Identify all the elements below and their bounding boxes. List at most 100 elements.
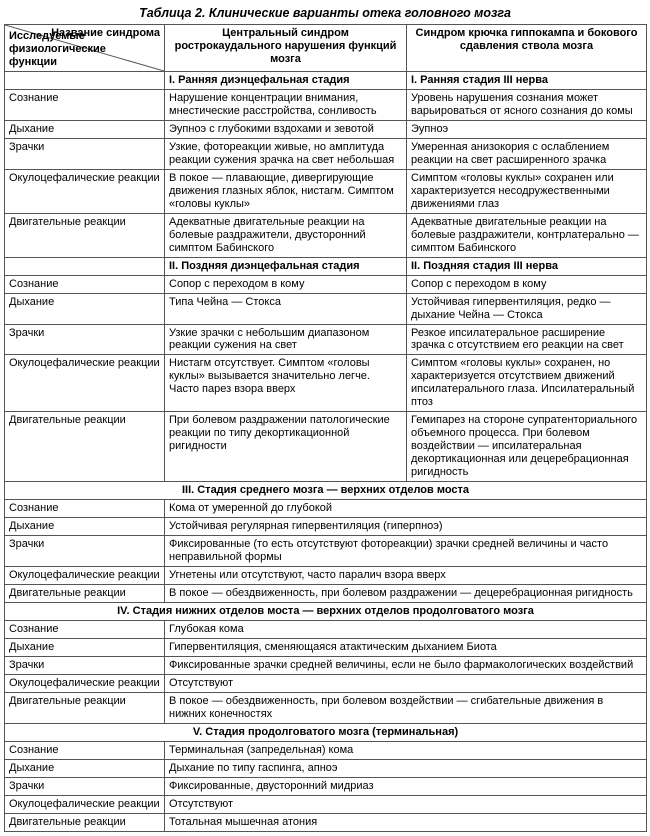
cell: В покое — обездвиженность, при болевом р… xyxy=(165,584,647,602)
clinical-table: Название синдрома Исследуемые физиологич… xyxy=(4,24,647,832)
cell: Глубокая кома xyxy=(165,620,647,638)
cell: Адекватные двигательные реакции на болев… xyxy=(165,213,407,257)
cell: Нистагм отсутствует. Симптом «головы кук… xyxy=(165,355,407,412)
table-row: Двигательные реакцииВ покое — обездвижен… xyxy=(5,692,647,723)
table-row: Окулоцефалические реакцииВ покое — плава… xyxy=(5,169,647,213)
table-row: Двигательные реакцииТотальная мышечная а… xyxy=(5,813,647,831)
cell: Гипервентиляция, сменяющаяся атактически… xyxy=(165,638,647,656)
table-row: ЗрачкиУзкие зрачки с небольшим диапазоно… xyxy=(5,324,647,355)
cell: Эупноэ xyxy=(407,120,647,138)
section-5-header: V. Стадия продолговатого мозга (терминал… xyxy=(5,723,647,741)
table-row: Двигательные реакцииПри болевом раздраже… xyxy=(5,412,647,482)
table-row: СознаниеСопор с переходом в комуСопор с … xyxy=(5,275,647,293)
func-label: Сознание xyxy=(5,741,165,759)
col1-header: Центральный синдром рострокаудального на… xyxy=(165,25,407,72)
section-2-header: II. Поздняя диэнцефальная стадия II. Поз… xyxy=(5,257,647,275)
cell: Умеренная анизокория с ослаблением реакц… xyxy=(407,138,647,169)
section-1-h1: I. Ранняя диэнцефальная стадия xyxy=(165,72,407,90)
table-row: СознаниеТерминальная (запредельная) кома xyxy=(5,741,647,759)
func-label: Дыхание xyxy=(5,293,165,324)
table-row: ДыханиеУстойчивая регулярная гипервентил… xyxy=(5,518,647,536)
cell: Адекватные двигательные реакции на болев… xyxy=(407,213,647,257)
section-4-header: IV. Стадия нижних отделов моста — верхни… xyxy=(5,602,647,620)
func-label: Зрачки xyxy=(5,656,165,674)
func-label: Зрачки xyxy=(5,138,165,169)
func-label: Зрачки xyxy=(5,324,165,355)
table-title: Таблица 2. Клинические варианты отека го… xyxy=(4,6,646,20)
table-row: СознаниеНарушение концентрации внимания,… xyxy=(5,89,647,120)
cell: Тотальная мышечная атония xyxy=(165,813,647,831)
table-row: ДыханиеГипервентиляция, сменяющаяся атак… xyxy=(5,638,647,656)
func-label: Двигательные реакции xyxy=(5,213,165,257)
table-row: СознаниеГлубокая кома xyxy=(5,620,647,638)
cell: Кома от умеренной до глубокой xyxy=(165,500,647,518)
cell: Резкое ипсилатеральное расширение зрачка… xyxy=(407,324,647,355)
header-row: Название синдрома Исследуемые физиологич… xyxy=(5,25,647,72)
table-row: ЗрачкиФиксированные зрачки средней велич… xyxy=(5,656,647,674)
cell: Нарушение концентрации внимания, мнестич… xyxy=(165,89,407,120)
table-row: СознаниеКома от умеренной до глубокой xyxy=(5,500,647,518)
cell: Узкие зрачки с небольшим диапазоном реак… xyxy=(165,324,407,355)
section-4-h: IV. Стадия нижних отделов моста — верхни… xyxy=(5,602,647,620)
section-3-h: III. Стадия среднего мозга — верхних отд… xyxy=(5,482,647,500)
func-label: Окулоцефалические реакции xyxy=(5,674,165,692)
func-label: Окулоцефалические реакции xyxy=(5,567,165,585)
func-label: Окулоцефалические реакции xyxy=(5,169,165,213)
table-row: ДыханиеТипа Чейна — СтоксаУстойчивая гип… xyxy=(5,293,647,324)
cell: Сопор с переходом в кому xyxy=(407,275,647,293)
func-label: Двигательные реакции xyxy=(5,412,165,482)
cell: Сопор с переходом в кому xyxy=(165,275,407,293)
cell: Фиксированные зрачки средней величины, е… xyxy=(165,656,647,674)
table-row: Двигательные реакцииАдекватные двигатель… xyxy=(5,213,647,257)
table-row: Окулоцефалические реакцииУгнетены или от… xyxy=(5,567,647,585)
table-row: Окулоцефалические реакцииОтсутствуют xyxy=(5,795,647,813)
func-label: Двигательные реакции xyxy=(5,584,165,602)
func-label: Сознание xyxy=(5,275,165,293)
func-label: Двигательные реакции xyxy=(5,692,165,723)
col2-header: Синдром крючка гиппокампа и бокового сда… xyxy=(407,25,647,72)
cell: Типа Чейна — Стокса xyxy=(165,293,407,324)
func-label: Двигательные реакции xyxy=(5,813,165,831)
table-row: Двигательные реакцииВ покое — обездвижен… xyxy=(5,584,647,602)
cell: Симптом «головы куклы» сохранен, но хара… xyxy=(407,355,647,412)
section-1-h2: I. Ранняя стадия III нерва xyxy=(407,72,647,90)
func-label: Дыхание xyxy=(5,120,165,138)
cell: Фиксированные (то есть отсутствуют фотор… xyxy=(165,536,647,567)
func-label: Дыхание xyxy=(5,518,165,536)
cell: Гемипарез на стороне супратенториального… xyxy=(407,412,647,482)
func-label: Окулоцефалические реакции xyxy=(5,355,165,412)
section-2-h1: II. Поздняя диэнцефальная стадия xyxy=(165,257,407,275)
cell: Отсутствуют xyxy=(165,795,647,813)
section-2-h2: II. Поздняя стадия III нерва xyxy=(407,257,647,275)
section-3-header: III. Стадия среднего мозга — верхних отд… xyxy=(5,482,647,500)
func-label: Дыхание xyxy=(5,759,165,777)
cell: Симптом «головы куклы» сохранен или хара… xyxy=(407,169,647,213)
cell: В покое — обездвиженность, при болевом в… xyxy=(165,692,647,723)
func-label: Сознание xyxy=(5,620,165,638)
table-row: ЗрачкиУзкие, фотореакции живые, но ампли… xyxy=(5,138,647,169)
func-label: Окулоцефалические реакции xyxy=(5,795,165,813)
cell: Узкие, фотореакции живые, но амплитуда р… xyxy=(165,138,407,169)
table-row: ДыханиеДыхание по типу гаспинга, апноэ xyxy=(5,759,647,777)
func-label: Сознание xyxy=(5,500,165,518)
cell: Эупноэ с глубокими вздохами и зевотой xyxy=(165,120,407,138)
table-row: Окулоцефалические реакцииНистагм отсутст… xyxy=(5,355,647,412)
func-label: Зрачки xyxy=(5,536,165,567)
cell: Устойчивая регулярная гипервентиляция (г… xyxy=(165,518,647,536)
diag-bot-label: Исследуемые физиологические функции xyxy=(9,30,139,69)
cell: При болевом раздражении патологические р… xyxy=(165,412,407,482)
func-label: Сознание xyxy=(5,89,165,120)
cell: Дыхание по типу гаспинга, апноэ xyxy=(165,759,647,777)
section-5-h: V. Стадия продолговатого мозга (терминал… xyxy=(5,723,647,741)
cell: Угнетены или отсутствуют, часто паралич … xyxy=(165,567,647,585)
cell: В покое — плавающие, дивергирующие движе… xyxy=(165,169,407,213)
diag-header: Название синдрома Исследуемые физиологич… xyxy=(5,25,165,72)
func-label: Дыхание xyxy=(5,638,165,656)
table-row: ЗрачкиФиксированные (то есть отсутствуют… xyxy=(5,536,647,567)
table-row: ДыханиеЭупноэ с глубокими вздохами и зев… xyxy=(5,120,647,138)
cell: Уровень нарушения сознания может варьиро… xyxy=(407,89,647,120)
cell: Устойчивая гипервентиляция, редко — дыха… xyxy=(407,293,647,324)
cell: Отсутствуют xyxy=(165,674,647,692)
section-1-header: I. Ранняя диэнцефальная стадия I. Ранняя… xyxy=(5,72,647,90)
cell: Терминальная (запредельная) кома xyxy=(165,741,647,759)
